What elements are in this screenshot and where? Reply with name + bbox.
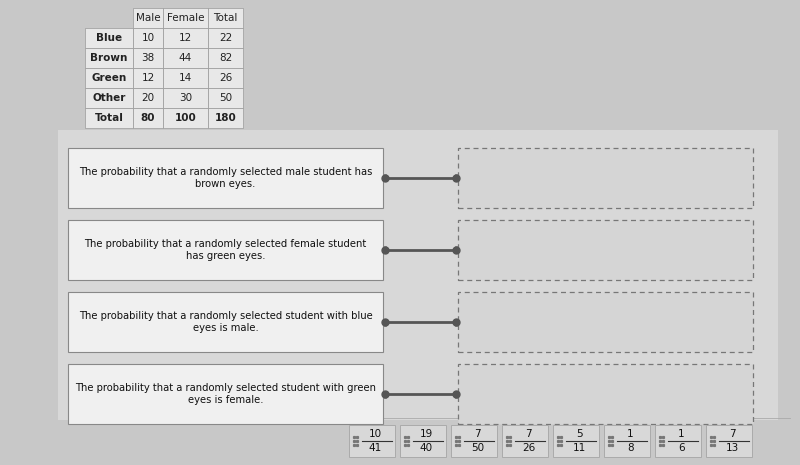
FancyBboxPatch shape — [85, 68, 133, 88]
FancyBboxPatch shape — [163, 28, 208, 48]
Text: 38: 38 — [142, 53, 154, 63]
Text: 41: 41 — [369, 443, 382, 453]
FancyBboxPatch shape — [163, 48, 208, 68]
FancyBboxPatch shape — [68, 148, 383, 208]
FancyBboxPatch shape — [706, 425, 751, 457]
FancyBboxPatch shape — [133, 68, 163, 88]
Text: 10: 10 — [142, 33, 154, 43]
Text: 26: 26 — [522, 443, 535, 453]
FancyBboxPatch shape — [133, 88, 163, 108]
Text: 5: 5 — [576, 429, 583, 439]
FancyBboxPatch shape — [163, 8, 208, 28]
Text: Other: Other — [92, 93, 126, 103]
Text: Brown: Brown — [90, 53, 128, 63]
FancyBboxPatch shape — [458, 148, 753, 208]
Text: Female: Female — [166, 13, 204, 23]
FancyBboxPatch shape — [208, 8, 243, 28]
Text: 8: 8 — [627, 443, 634, 453]
Text: 26: 26 — [219, 73, 232, 83]
Text: 50: 50 — [219, 93, 232, 103]
Text: 10: 10 — [369, 429, 382, 439]
Text: The probability that a randomly selected student with green
eyes is female.: The probability that a randomly selected… — [75, 383, 376, 405]
FancyBboxPatch shape — [553, 425, 598, 457]
Text: 11: 11 — [573, 443, 586, 453]
Text: 1: 1 — [627, 429, 634, 439]
FancyBboxPatch shape — [163, 108, 208, 128]
FancyBboxPatch shape — [208, 48, 243, 68]
FancyBboxPatch shape — [133, 8, 163, 28]
Text: 12: 12 — [179, 33, 192, 43]
FancyBboxPatch shape — [349, 425, 394, 457]
FancyBboxPatch shape — [163, 88, 208, 108]
Text: Total: Total — [214, 13, 238, 23]
FancyBboxPatch shape — [58, 130, 778, 420]
Text: Green: Green — [91, 73, 126, 83]
FancyBboxPatch shape — [85, 48, 133, 68]
FancyBboxPatch shape — [85, 28, 133, 48]
Text: 7: 7 — [729, 429, 736, 439]
Text: 180: 180 — [214, 113, 236, 123]
Text: 6: 6 — [678, 443, 685, 453]
FancyBboxPatch shape — [654, 425, 701, 457]
FancyBboxPatch shape — [85, 88, 133, 108]
Text: 50: 50 — [471, 443, 484, 453]
Text: 40: 40 — [420, 443, 433, 453]
Text: 44: 44 — [179, 53, 192, 63]
FancyBboxPatch shape — [399, 425, 446, 457]
FancyBboxPatch shape — [68, 292, 383, 352]
FancyBboxPatch shape — [450, 425, 497, 457]
FancyBboxPatch shape — [458, 364, 753, 424]
FancyBboxPatch shape — [502, 425, 547, 457]
Text: Male: Male — [136, 13, 160, 23]
FancyBboxPatch shape — [85, 108, 133, 128]
Text: 7: 7 — [525, 429, 532, 439]
Text: The probability that a randomly selected student with blue
eyes is male.: The probability that a randomly selected… — [78, 311, 372, 333]
FancyBboxPatch shape — [208, 108, 243, 128]
FancyBboxPatch shape — [208, 68, 243, 88]
Text: Total: Total — [94, 113, 123, 123]
Text: Blue: Blue — [96, 33, 122, 43]
FancyBboxPatch shape — [68, 220, 383, 280]
Text: The probability that a randomly selected female student
has green eyes.: The probability that a randomly selected… — [84, 239, 366, 261]
FancyBboxPatch shape — [68, 364, 383, 424]
FancyBboxPatch shape — [603, 425, 650, 457]
Text: 82: 82 — [219, 53, 232, 63]
Text: 12: 12 — [142, 73, 154, 83]
Text: 13: 13 — [726, 443, 739, 453]
Text: 1: 1 — [678, 429, 685, 439]
Text: 20: 20 — [142, 93, 154, 103]
Text: 30: 30 — [179, 93, 192, 103]
Text: 7: 7 — [474, 429, 481, 439]
Text: 19: 19 — [420, 429, 433, 439]
FancyBboxPatch shape — [163, 68, 208, 88]
FancyBboxPatch shape — [458, 220, 753, 280]
Text: The probability that a randomly selected male student has
brown eyes.: The probability that a randomly selected… — [79, 167, 372, 189]
FancyBboxPatch shape — [208, 28, 243, 48]
FancyBboxPatch shape — [133, 48, 163, 68]
FancyBboxPatch shape — [208, 88, 243, 108]
Text: 22: 22 — [219, 33, 232, 43]
Text: 100: 100 — [174, 113, 196, 123]
Text: 14: 14 — [179, 73, 192, 83]
FancyBboxPatch shape — [458, 292, 753, 352]
FancyBboxPatch shape — [133, 108, 163, 128]
FancyBboxPatch shape — [133, 28, 163, 48]
Text: 80: 80 — [141, 113, 155, 123]
